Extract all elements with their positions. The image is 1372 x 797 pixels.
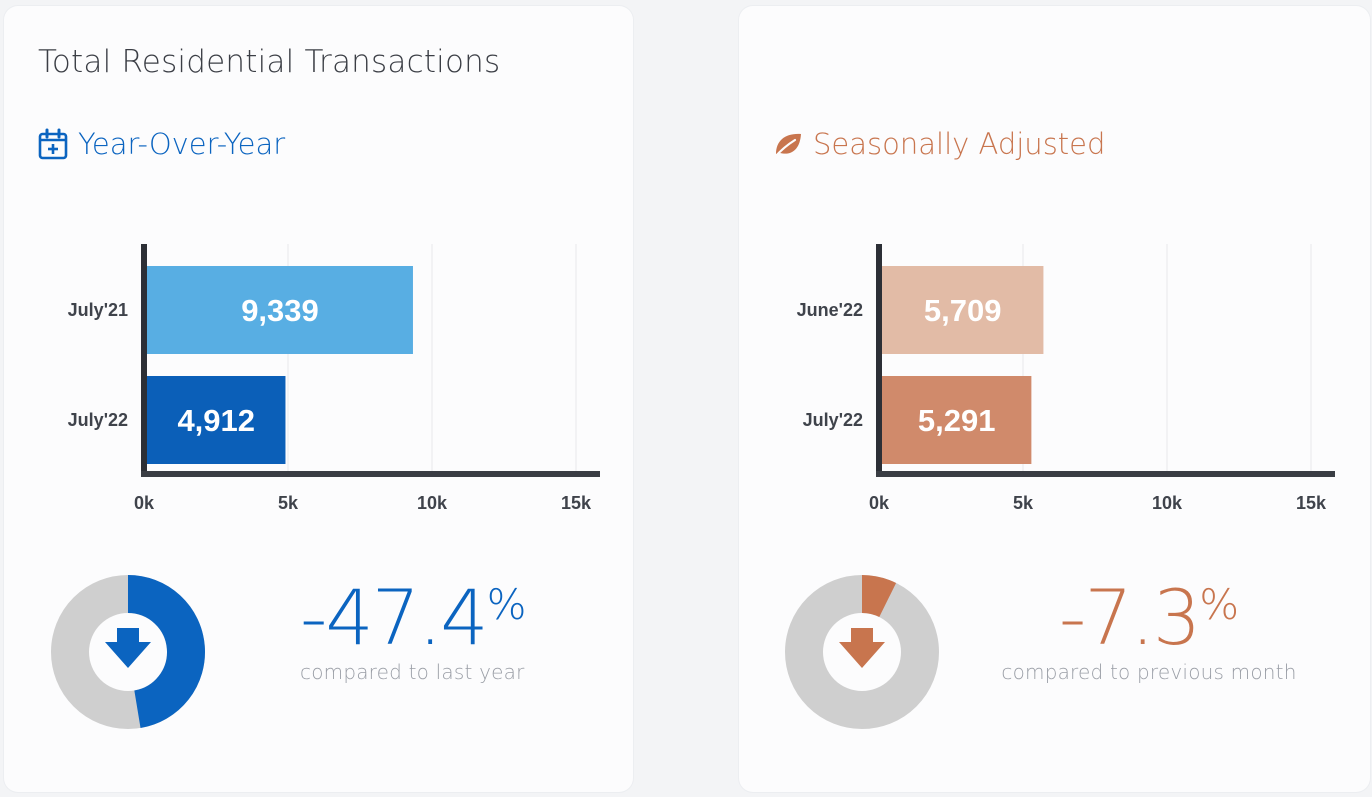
yoy-change-value: -47.4 [300,573,489,662]
sa-bar [882,376,1032,464]
yoy-donut-fill [127,575,205,728]
yoy-tick-label: 5k [278,493,299,513]
yoy-donut-chart [51,575,205,729]
leaf-icon [773,133,801,159]
yoy-tick-label: 10k [417,493,448,513]
yoy-bar [147,266,413,354]
yoy-change-readout: -47.4% compared to last year [300,573,527,685]
seasonally-adjusted-card: Seasonally Adjusted June'22 5,709 July'22 5… [739,6,1370,792]
down-arrow-icon [839,628,885,668]
page-title: Total Residential Transactions [38,44,501,80]
yoy-category-label: July'22 [68,410,128,430]
sa-tick-label: 0k [869,493,890,513]
yoy-tick-label: 15k [561,493,592,513]
yoy-value-label: 9,339 [241,293,319,328]
yoy-section-title: Year-Over-Year [37,127,285,161]
sa-tick-label: 5k [1013,493,1034,513]
yoy-card: Total Residential Transactions Year-Over… [4,6,633,792]
sa-x-axis [876,471,1335,477]
yoy-bar [147,376,286,464]
sa-tick-label: 15k [1296,493,1327,513]
yoy-value-label: 4,912 [177,403,255,438]
yoy-tick-label: 0k [134,493,155,513]
yoy-section-label: Year-Over-Year [78,127,286,161]
sa-category-label: July'22 [803,410,863,430]
sa-change-unit: % [1199,580,1240,629]
yoy-bar-chart: July'21 9,339 July'22 4,912 0k 5k 10k 15k [68,244,600,513]
yoy-change-unit: % [486,580,527,629]
sa-section-label: Seasonally Adjusted [813,127,1106,161]
sa-donut-chart [785,575,939,729]
yoy-y-axis [141,244,147,477]
sa-bar [882,266,1044,354]
sa-value-label: 5,291 [918,403,996,438]
yoy-category-label: July'21 [68,300,128,320]
yoy-change-caption: compared to last year [300,660,525,684]
calendar-plus-icon [38,128,68,160]
sa-change-value: -7.3 [1058,573,1201,662]
sa-donut-fill [861,575,897,618]
yoy-x-axis [141,471,600,477]
sa-y-axis [876,244,882,477]
down-arrow-icon [105,628,151,668]
sa-change-readout: -7.3% compared to previous month [989,573,1309,685]
sa-change-caption: compared to previous month [1001,660,1297,684]
sa-category-label: June'22 [797,300,863,320]
sa-tick-label: 10k [1152,493,1183,513]
sa-bar-chart: June'22 5,709 July'22 5,291 0k 5k 10k 15k [797,244,1335,513]
sa-value-label: 5,709 [924,293,1002,328]
sa-section-title: Seasonally Adjusted [772,127,1105,161]
